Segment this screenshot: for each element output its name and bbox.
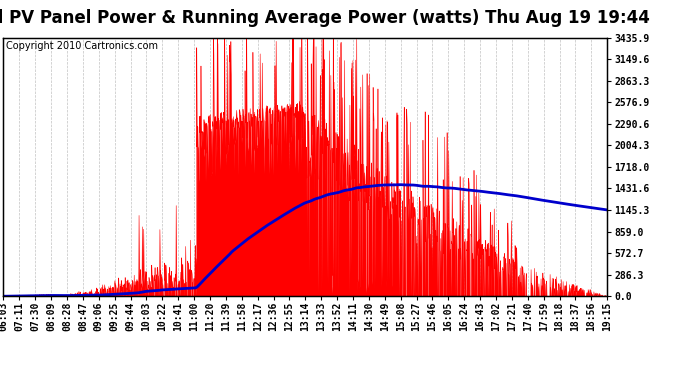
- Text: Total PV Panel Power & Running Average Power (watts) Thu Aug 19 19:44: Total PV Panel Power & Running Average P…: [0, 9, 649, 27]
- Text: Copyright 2010 Cartronics.com: Copyright 2010 Cartronics.com: [6, 41, 159, 51]
